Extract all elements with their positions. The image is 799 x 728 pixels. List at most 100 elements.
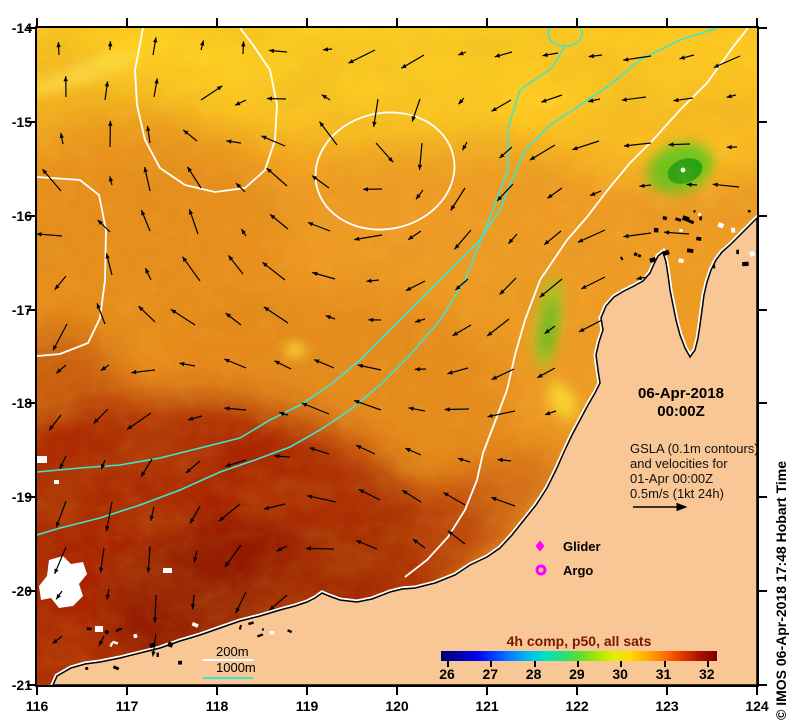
velocity-arrow-head <box>412 539 419 544</box>
island <box>675 217 682 222</box>
colorbar-tick-31 <box>663 661 666 667</box>
velocity-arrow-head <box>224 406 230 411</box>
velocity-arrow-head <box>305 546 311 551</box>
isobath-1000m-contours <box>37 28 719 536</box>
colorbar-title: 4h comp, p50, all sats <box>506 633 652 649</box>
y-tick-left--19 <box>27 496 35 498</box>
islands-layer <box>85 209 756 671</box>
velocity-arrow-head <box>354 236 360 241</box>
velocity-arrow-head <box>454 244 460 250</box>
x-tick-bottom-118 <box>216 687 218 695</box>
x-tick-top-120 <box>396 18 398 26</box>
sst-map-canvas[interactable] <box>37 28 757 685</box>
copyright-vertical-text: © IMOS 06-Apr-2018 17:48 Hobart Time <box>773 460 789 720</box>
x-axis-label-124: 124 <box>745 698 769 714</box>
velocity-arrow-head <box>263 505 270 511</box>
island <box>112 640 119 645</box>
velocity-arrow-head <box>105 253 110 259</box>
island <box>156 652 159 657</box>
velocity-arrow-head <box>55 521 60 528</box>
island <box>85 666 89 670</box>
y-tick-left--18 <box>27 402 35 404</box>
x-tick-top-116 <box>36 18 38 26</box>
velocity-arrow-head <box>414 367 420 372</box>
velocity-arrow-head <box>623 233 629 239</box>
velocity-arrow-head <box>151 651 156 657</box>
velocity-arrow-head <box>354 400 360 405</box>
y-axis-label--14: -14 <box>11 20 32 36</box>
y-tick-left--14 <box>27 27 35 29</box>
y-tick-right--18 <box>759 402 767 404</box>
velocity-arrow-head <box>276 547 282 552</box>
velocity-arrow-head <box>388 157 394 163</box>
velocity-arrow-head <box>154 78 159 84</box>
island <box>133 633 138 639</box>
island <box>653 227 659 233</box>
island <box>633 252 638 257</box>
velocity-arrow-head <box>529 155 536 161</box>
velocity-arrow-head <box>415 318 421 323</box>
velocity-arrow-head <box>312 271 318 276</box>
island <box>736 249 739 255</box>
island <box>191 622 199 628</box>
velocity-arrow-head <box>127 424 133 430</box>
x-tick-top-124 <box>756 18 758 26</box>
velocity-arrow-head <box>358 489 365 494</box>
velocity-arrow-head <box>146 125 151 132</box>
velocity-arrow-head <box>261 135 267 140</box>
velocity-arrow-head <box>401 63 407 69</box>
velocity-arrow-head <box>96 303 101 309</box>
depth-1000m-label: 1000m <box>216 660 256 675</box>
colorbar-label-28: 28 <box>525 666 542 682</box>
y-axis-label--16: -16 <box>11 208 32 224</box>
colorbar-label-32: 32 <box>699 666 715 682</box>
y-tick-right--20 <box>759 590 767 592</box>
colorbar-gradient <box>441 651 717 661</box>
velocity-arrow-head <box>193 557 198 563</box>
velocity-arrow-head <box>726 94 732 99</box>
velocity-arrow-head <box>499 289 505 295</box>
y-tick-left--20 <box>27 590 35 592</box>
velocity-arrow-head <box>105 594 111 600</box>
velocity-arrow-head <box>100 366 107 371</box>
velocity-arrow-head <box>572 146 578 151</box>
y-tick-left--15 <box>27 121 35 123</box>
island <box>287 629 293 634</box>
velocity-arrow-head <box>270 214 276 220</box>
velocity-arrow-head <box>170 309 177 314</box>
composite-date-label: 06-Apr-2018 <box>638 385 724 402</box>
island <box>742 261 749 267</box>
velocity-arrow-head <box>639 183 645 188</box>
velocity-arrow-head <box>497 457 503 463</box>
x-tick-bottom-122 <box>576 687 578 695</box>
island <box>117 627 122 631</box>
x-axis-label-120: 120 <box>385 698 409 714</box>
island <box>686 248 694 254</box>
velocity-arrow-head <box>452 331 459 336</box>
gsla-white-contours <box>37 28 749 578</box>
x-tick-top-118 <box>216 18 218 26</box>
plot-frame <box>35 26 759 687</box>
velocity-arrow-head <box>49 425 54 431</box>
gsla-note-line: 0.5m/s (1kt 24h) <box>630 486 724 501</box>
velocity-arrow-head <box>491 497 497 502</box>
island <box>699 216 703 221</box>
y-axis-label--18: -18 <box>11 395 32 411</box>
glider-marker-icon <box>535 540 545 552</box>
velocity-arrow-head <box>405 448 411 453</box>
island <box>662 216 668 221</box>
velocity-arrow-head <box>224 561 230 568</box>
velocity-arrow-head <box>544 239 550 245</box>
velocity-arrow-head <box>447 530 454 536</box>
island <box>681 215 690 223</box>
x-axis-label-121: 121 <box>475 698 499 714</box>
velocity-arrow-head <box>225 313 231 318</box>
velocity-arrow-head <box>183 130 189 135</box>
y-tick-right--17 <box>759 309 767 311</box>
velocity-arrow-head <box>307 494 313 499</box>
velocity-arrow-head <box>545 411 551 416</box>
x-axis-label-122: 122 <box>565 698 589 714</box>
x-tick-bottom-123 <box>666 687 668 695</box>
velocity-arrow-head <box>499 153 505 159</box>
velocity-arrow-head <box>149 515 154 521</box>
